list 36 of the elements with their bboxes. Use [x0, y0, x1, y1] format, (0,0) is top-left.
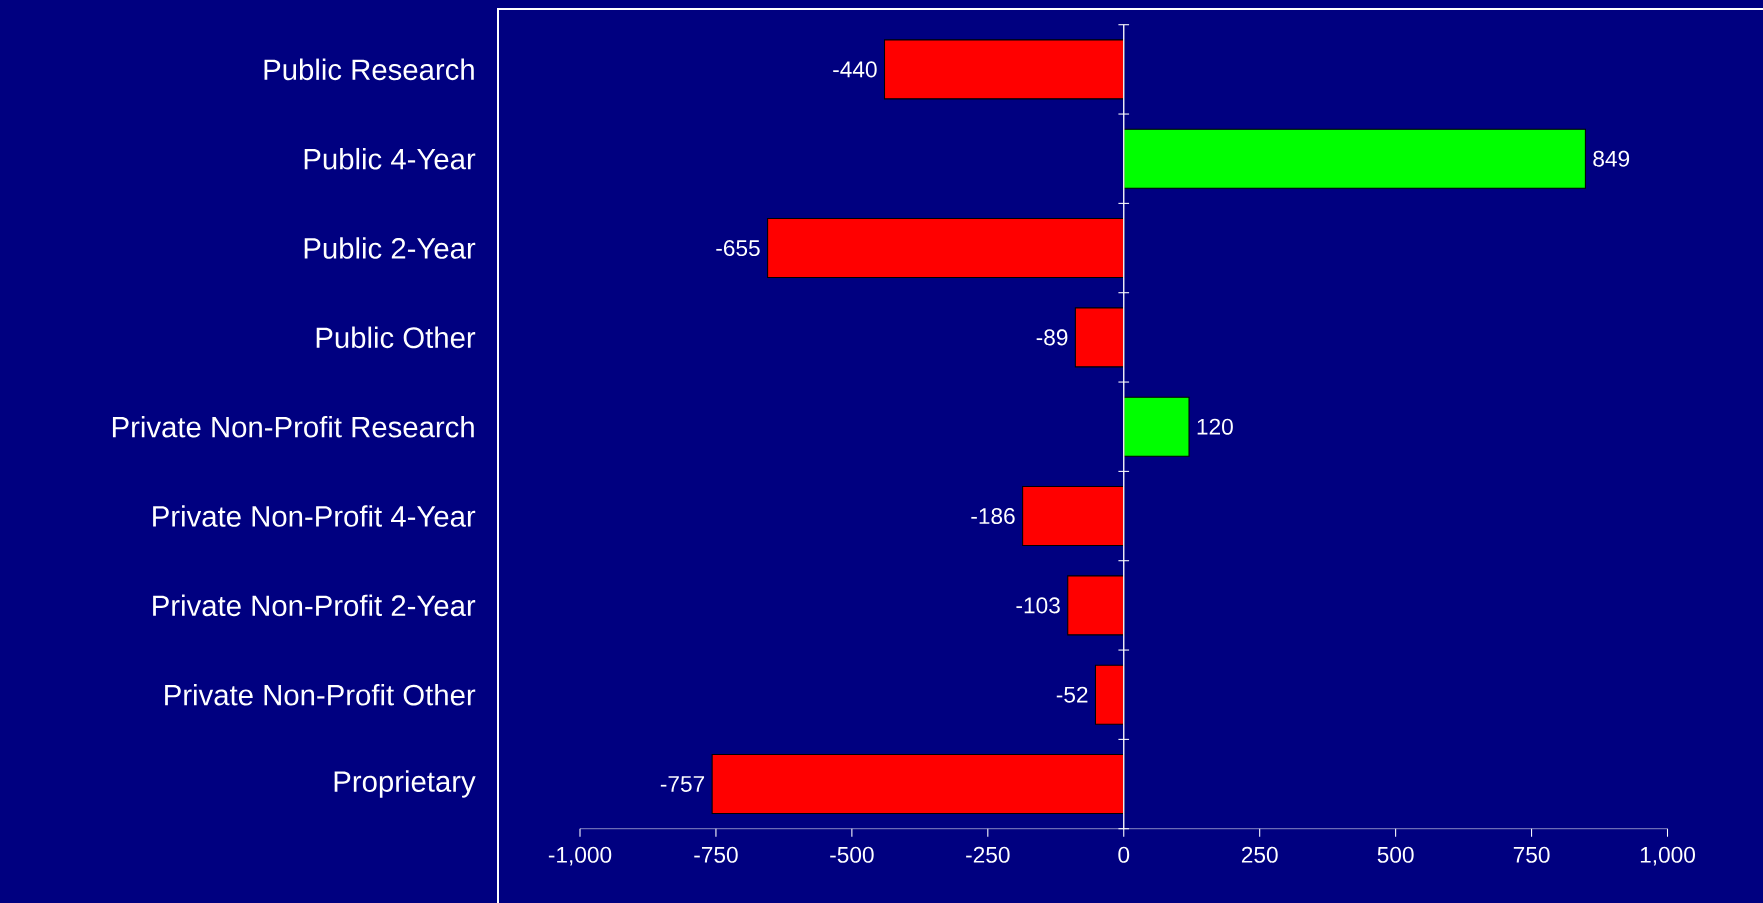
y-tick-label: Public Other	[316, 326, 476, 349]
bar	[1074, 307, 1125, 368]
data-label: -103	[1016, 597, 1060, 614]
x-tick-label: 500	[1377, 846, 1414, 863]
data-label: -655	[716, 240, 760, 257]
bar	[1094, 664, 1125, 725]
x-tick-label: -750	[694, 846, 738, 863]
x-tick-label: 750	[1513, 846, 1550, 863]
bar	[1123, 128, 1586, 189]
bar	[767, 218, 1125, 279]
x-tick-label: -500	[830, 846, 874, 863]
bar	[883, 39, 1125, 100]
bar	[1123, 396, 1190, 457]
data-label: 120	[1197, 418, 1233, 435]
y-tick-label: Public 4-Year	[304, 147, 476, 170]
data-label: -757	[660, 776, 705, 792]
data-label: -440	[833, 61, 877, 78]
y-tick-label: Private Non-Profit Research	[112, 415, 474, 438]
x-tick-label: 250	[1241, 846, 1278, 863]
bar	[1022, 486, 1125, 547]
data-label: 849	[1593, 150, 1630, 167]
y-tick-label: Private Non-Profit 4-Year	[153, 505, 476, 527]
y-tick-label: Public 2-Year	[304, 237, 476, 259]
bar	[711, 754, 1125, 815]
x-tick-label: -1,000	[548, 846, 612, 866]
y-tick-label: Public Research	[264, 58, 474, 81]
data-label: -52	[1056, 686, 1088, 703]
x-tick-label: -250	[966, 846, 1010, 863]
y-tick-label: Private Non-Profit Other	[165, 683, 476, 706]
x-tick-label: 1,000	[1640, 846, 1695, 866]
data-label: -186	[971, 508, 1015, 525]
y-tick-label: Proprietary	[334, 770, 476, 798]
y-tick-label: Private Non-Profit 2-Year	[153, 594, 476, 617]
data-label: -89	[1036, 329, 1068, 346]
bar	[1067, 575, 1125, 636]
x-tick-label: 0	[1118, 846, 1130, 863]
